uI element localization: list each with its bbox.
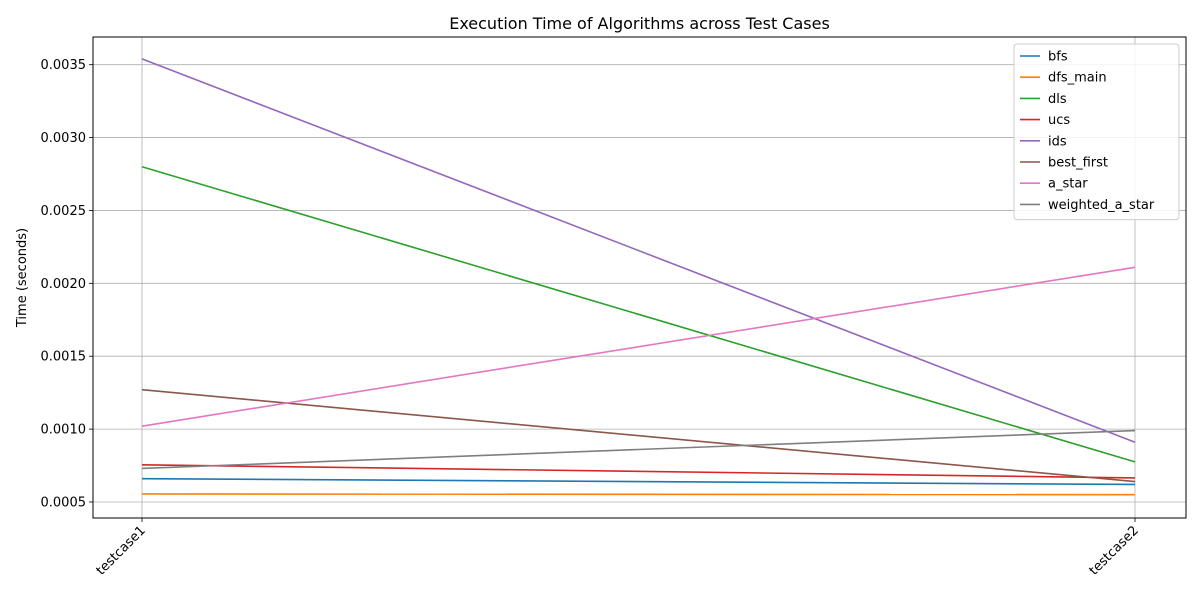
legend-label: ids — [1048, 134, 1067, 149]
legend-label: best_first — [1048, 156, 1108, 171]
y-tick-label: 0.0010 — [41, 423, 87, 438]
y-tick-label: 0.0035 — [41, 58, 87, 73]
legend-label: dfs_main — [1048, 71, 1107, 86]
series-line-weighted-a-star — [141, 429, 1136, 470]
y-tick-label: 0.0005 — [41, 495, 87, 510]
legend-box — [1013, 43, 1180, 221]
series-line-dls — [141, 165, 1136, 463]
legend-label: bfs — [1048, 50, 1068, 65]
chart-title: Execution Time of Algorithms across Test… — [449, 14, 830, 33]
y-tick-label: 0.0020 — [41, 277, 87, 292]
legend-label: ucs — [1048, 113, 1070, 128]
series-line-ucs — [141, 463, 1136, 479]
legend-label: a_star — [1048, 177, 1088, 192]
plot-frame — [92, 36, 1187, 519]
legend-label: weighted_a_star — [1048, 198, 1155, 213]
series-line-best-first — [141, 388, 1136, 483]
series-line-a-star — [141, 266, 1136, 427]
series-lines — [141, 58, 1136, 496]
y-tick-label: 0.0015 — [41, 350, 87, 365]
series-line-dfs-main — [141, 493, 1136, 496]
series-line-bfs — [141, 477, 1136, 486]
y-tick-label: 0.0025 — [41, 204, 87, 219]
legend-label: dls — [1048, 92, 1067, 107]
y-tick-label: 0.0030 — [41, 131, 87, 146]
y-axis-label: Time (seconds) — [15, 228, 30, 328]
series-line-ids — [141, 58, 1136, 443]
y-axis-ticks: 0.0005 0.0010 0.0015 0.0020 0.0025 0.0030 0.00… — [41, 58, 93, 510]
